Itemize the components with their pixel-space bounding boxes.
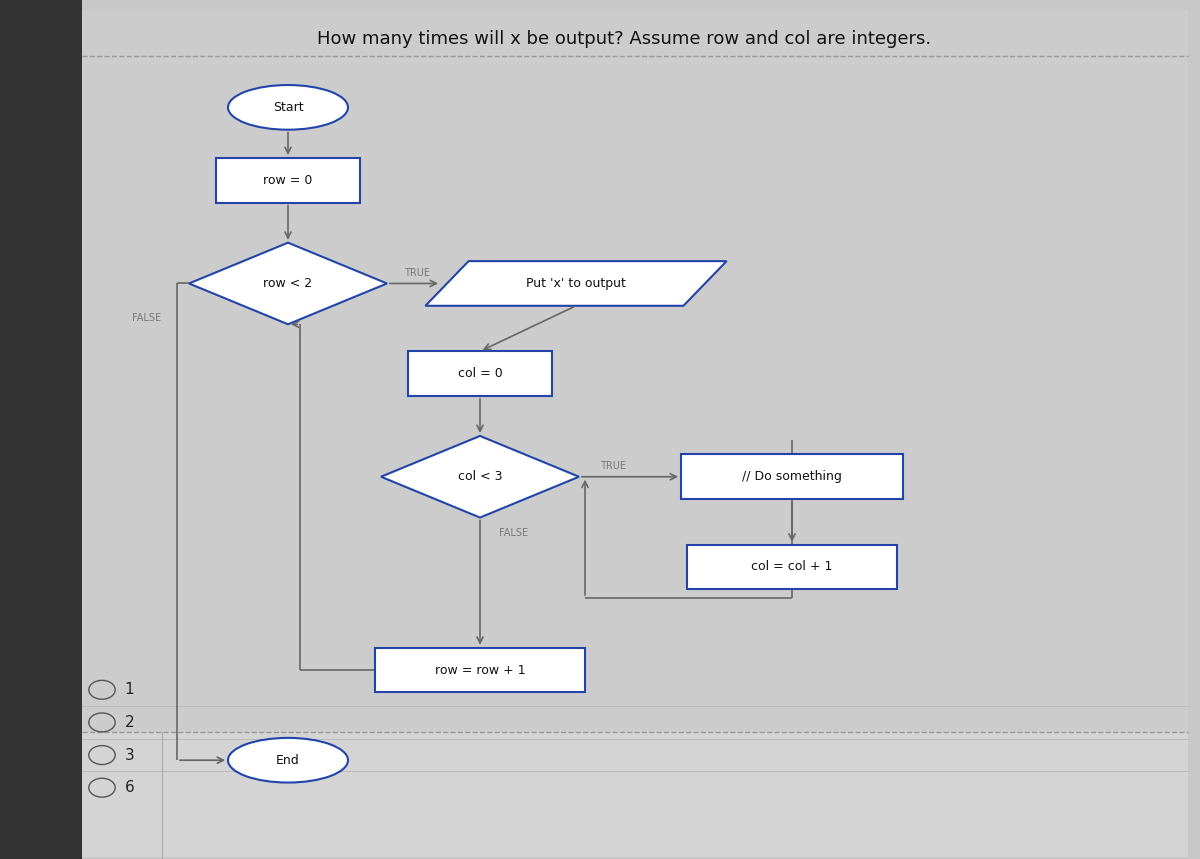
Text: Start: Start — [272, 101, 304, 114]
Text: 2: 2 — [125, 715, 134, 730]
Text: End: End — [276, 753, 300, 767]
Text: row = row + 1: row = row + 1 — [434, 663, 526, 677]
Text: row < 2: row < 2 — [264, 277, 312, 290]
Polygon shape — [188, 243, 386, 324]
Ellipse shape — [228, 738, 348, 783]
Text: TRUE: TRUE — [404, 268, 430, 278]
Text: FALSE: FALSE — [132, 313, 162, 323]
Text: Put 'x' to output: Put 'x' to output — [526, 277, 626, 290]
Ellipse shape — [228, 85, 348, 130]
FancyBboxPatch shape — [374, 648, 586, 692]
Text: 1: 1 — [125, 682, 134, 698]
Text: col = col + 1: col = col + 1 — [751, 560, 833, 574]
FancyBboxPatch shape — [0, 0, 82, 859]
Text: row = 0: row = 0 — [263, 174, 313, 187]
Text: FALSE: FALSE — [499, 528, 528, 538]
Text: 6: 6 — [125, 780, 134, 795]
FancyBboxPatch shape — [78, 10, 1188, 732]
Text: // Do something: // Do something — [742, 470, 842, 484]
FancyBboxPatch shape — [216, 158, 360, 203]
FancyBboxPatch shape — [408, 351, 552, 396]
Text: 3: 3 — [125, 747, 134, 763]
Polygon shape — [425, 261, 727, 306]
Text: How many times will x be output? Assume row and col are integers.: How many times will x be output? Assume … — [317, 30, 931, 47]
Text: TRUE: TRUE — [600, 461, 625, 472]
FancyBboxPatch shape — [682, 454, 902, 499]
Polygon shape — [382, 436, 580, 517]
FancyBboxPatch shape — [78, 732, 1188, 857]
Text: col = 0: col = 0 — [457, 367, 503, 381]
Text: col < 3: col < 3 — [457, 470, 503, 484]
FancyBboxPatch shape — [686, 545, 898, 589]
